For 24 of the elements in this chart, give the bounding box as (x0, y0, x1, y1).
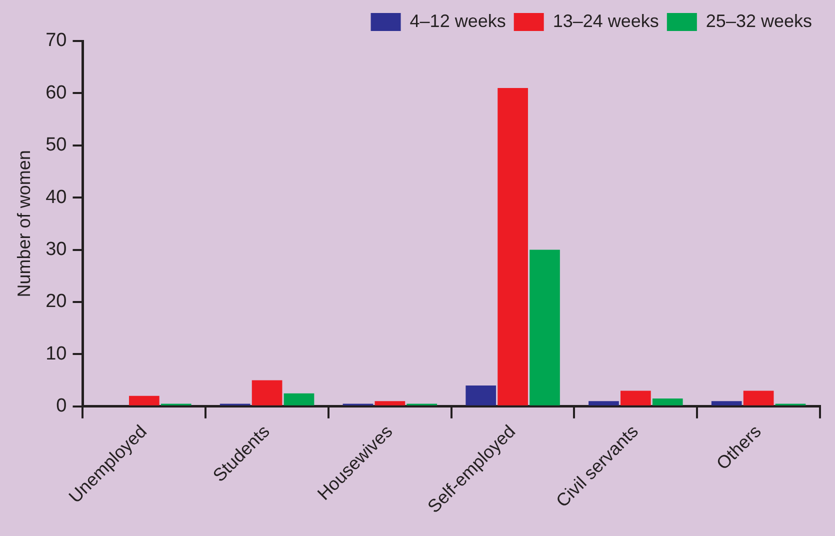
bar (128, 396, 160, 406)
legend-label: 13–24 weeks (552, 10, 659, 31)
bar (743, 390, 774, 406)
y-tick-label: 30 (46, 239, 67, 260)
bar (374, 401, 406, 406)
bar (498, 88, 528, 406)
bar (652, 398, 683, 406)
bar (711, 401, 742, 406)
bar (252, 380, 282, 406)
bar (284, 393, 314, 406)
y-tick-label: 70 (46, 30, 67, 52)
y-axis-title: Number of women (14, 150, 34, 298)
legend-label: 25–32 weeks (706, 10, 812, 31)
y-tick-label: 10 (46, 343, 67, 364)
y-tick-label: 0 (56, 396, 67, 417)
legend-label: 4–12 weeks (410, 10, 506, 31)
bar (466, 385, 496, 406)
y-tick-label: 20 (46, 291, 67, 312)
y-tick-label: 50 (46, 134, 67, 156)
bar (588, 401, 619, 406)
y-tick-label: 40 (46, 186, 67, 208)
y-tick-label: 60 (46, 82, 67, 104)
bar (620, 390, 651, 406)
bar (530, 250, 560, 406)
